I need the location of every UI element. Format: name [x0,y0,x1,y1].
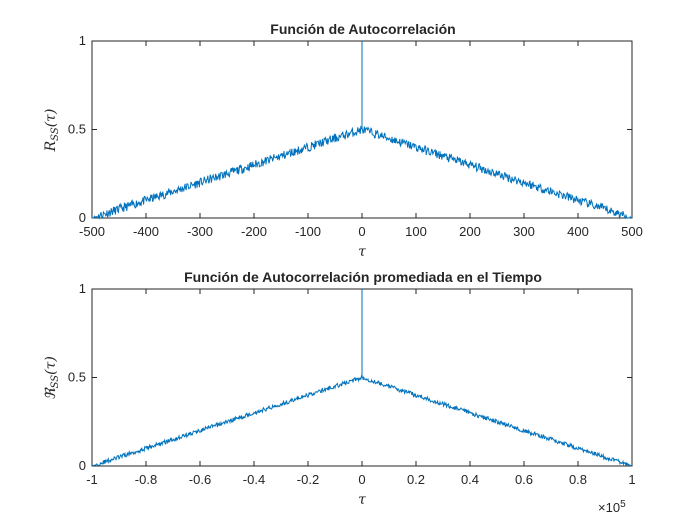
bottom-x-tick-label: -0.4 [243,472,265,487]
top-y-tick-label: 0 [79,210,86,225]
top-y-tick-label: 0.5 [68,122,86,137]
bottom-x-tick-label: 0.6 [515,472,533,487]
top-ticks: -500 -400 -300 -200 -100 0 100 200 300 400 500 0 0.5… [68,33,643,239]
bottom-x-tick-label: -0.6 [189,472,211,487]
top-x-tick-label: -200 [241,224,267,239]
bottom-y-tick-label: 1 [79,281,86,296]
bottom-y-tick-label: 0 [79,458,86,473]
top-series-line [91,41,633,220]
top-x-tick-label: 100 [405,224,427,239]
top-x-tick-label: -300 [187,224,213,239]
bottom-x-multiplier: ×105 [598,499,626,515]
top-x-tick-label: 500 [621,224,643,239]
bottom-x-multiplier-base: ×10 [598,500,620,515]
bottom-x-tick-label: 1 [628,472,635,487]
bottom-y-label-sub: SS [50,375,61,389]
bottom-x-tick-label: 0.8 [569,472,587,487]
bottom-x-tick-label: -1 [86,472,98,487]
top-x-tick-label: -100 [295,224,321,239]
top-chart-title: Función de Autocorrelación [270,21,455,37]
bottom-x-tick-label: -0.8 [135,472,157,487]
bottom-x-axis-label: τ [358,492,366,508]
bottom-y-label-main: ℜ [43,387,59,400]
bottom-x-tick-label: -0.2 [297,472,319,487]
bottom-y-tick-label: 0.5 [68,370,86,385]
bottom-x-tick-label: 0 [358,472,365,487]
top-x-tick-label: -500 [79,224,105,239]
subplot-bottom: Función de Autocorrelación promediada en… [43,269,636,515]
top-x-axis-label: τ [358,244,366,260]
top-x-tick-label: 0 [358,224,365,239]
bottom-x-tick-label: 0.4 [461,472,479,487]
top-x-tick-label: -400 [133,224,159,239]
top-y-label-main: R [43,140,59,152]
top-y-tick-label: 1 [79,33,86,48]
bottom-x-tick-label: 0.2 [407,472,425,487]
bottom-chart-title: Función de Autocorrelación promediada en… [184,269,542,285]
top-y-axis-label: RSS(τ) [43,109,61,153]
top-x-tick-label: 300 [513,224,535,239]
top-y-label-sub: SS [50,127,61,141]
top-x-tick-label: 200 [459,224,481,239]
top-y-label-arg: (τ) [43,109,59,128]
bottom-ticks: -1 -0.8 -0.6 -0.4 -0.2 0 0.2 0.4 0.6 0.8 1 0 0.5 1 [68,281,636,487]
bottom-x-multiplier-exp: 5 [620,499,626,510]
bottom-y-label-arg: (τ) [43,356,59,375]
top-x-tick-label: 400 [567,224,589,239]
subplot-top: Función de Autocorrelación -500 -400 -300-… [43,21,643,260]
bottom-y-axis-label: ℜSS(τ) [43,356,61,400]
bottom-series-line [91,289,633,467]
